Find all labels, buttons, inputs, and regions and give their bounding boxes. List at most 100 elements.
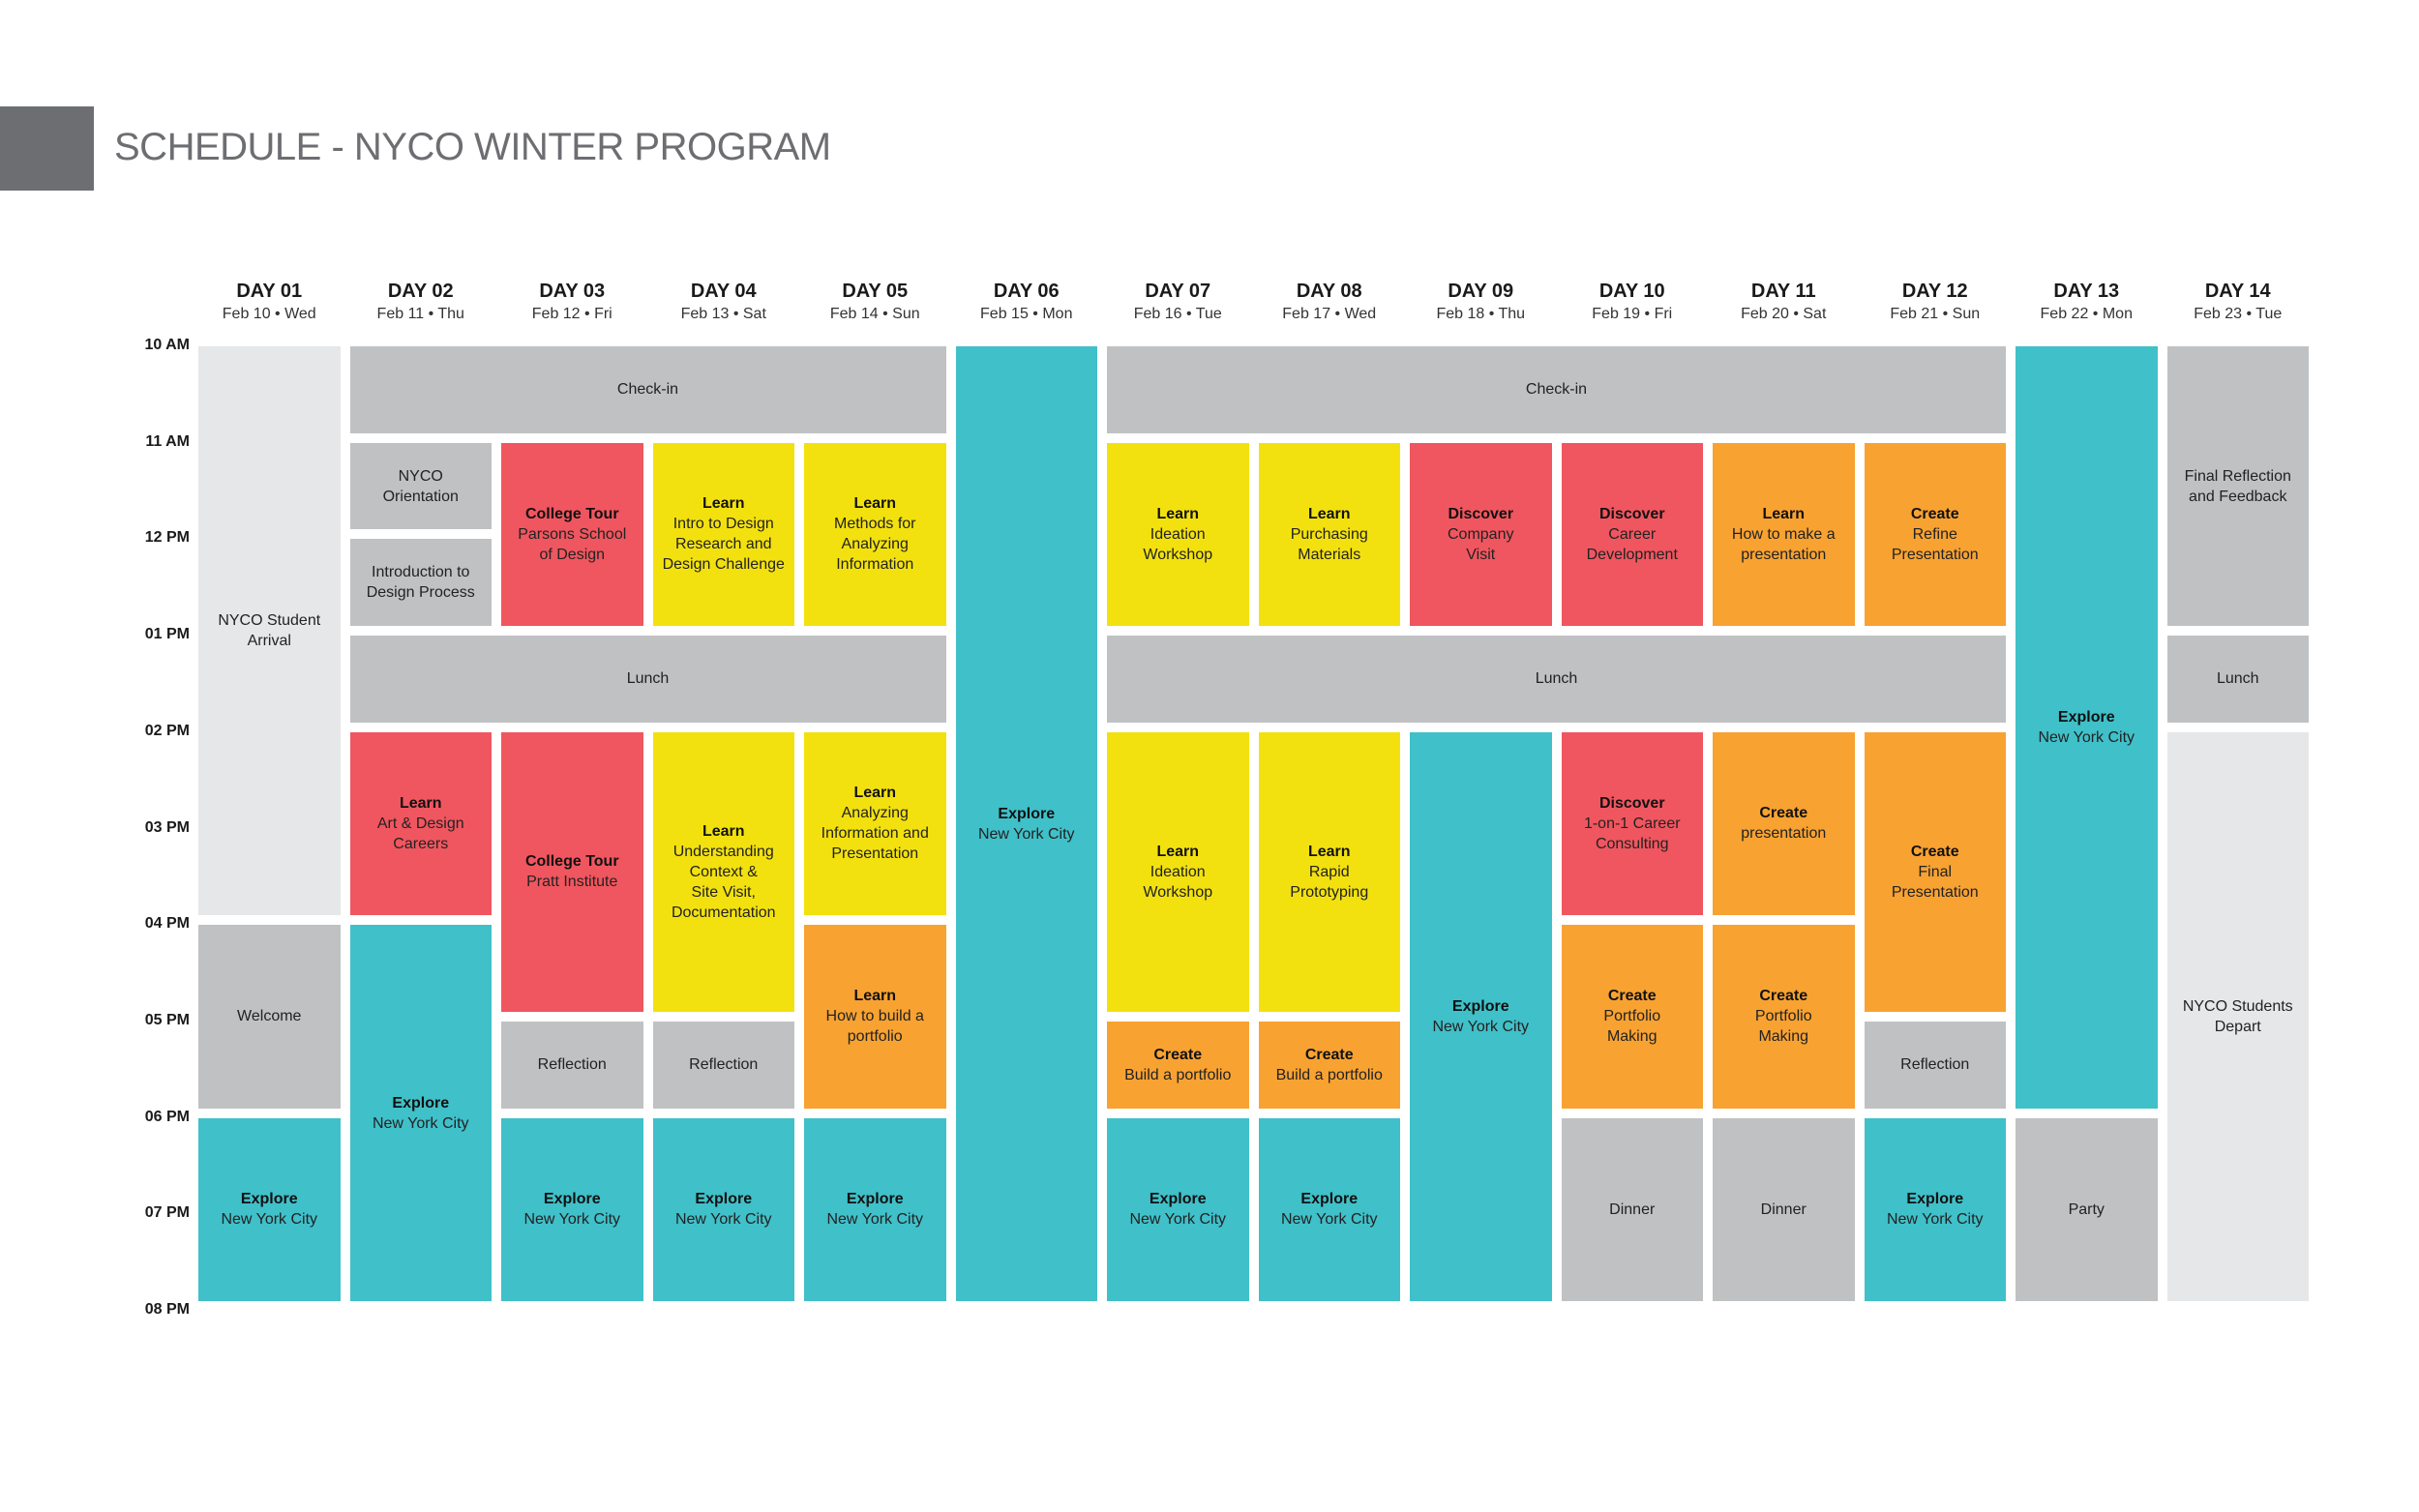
event-description: New York City bbox=[1432, 1018, 1530, 1035]
event-description: New York City bbox=[372, 1114, 469, 1132]
event-description: Dinner bbox=[1760, 1201, 1807, 1218]
schedule-event[interactable]: NYCO Student Arrival bbox=[198, 346, 341, 916]
schedule-event[interactable]: Create Final Presentation bbox=[1864, 731, 2006, 1012]
day-date: Feb 13 • Sat bbox=[680, 306, 766, 322]
schedule-event[interactable]: Check-in bbox=[1107, 346, 2006, 433]
schedule-event[interactable]: Reflection bbox=[501, 1021, 643, 1109]
day-date: Feb 16 • Tue bbox=[1133, 306, 1222, 322]
event-title: Discover bbox=[1448, 505, 1514, 522]
schedule-event[interactable]: Explore New York City bbox=[349, 925, 492, 1301]
day-date: Feb 14 • Sun bbox=[829, 306, 920, 322]
time-label: 08 PM bbox=[144, 1301, 190, 1318]
schedule-event[interactable]: Reflection bbox=[652, 1021, 794, 1109]
event-description: presentation bbox=[1741, 825, 1827, 843]
event-description: Purchasing Materials bbox=[1290, 525, 1368, 563]
schedule-event[interactable]: Discover 1-on-1 Career Consulting bbox=[1561, 731, 1703, 916]
schedule-event[interactable]: Learn How to make a presentation bbox=[1713, 442, 1855, 627]
schedule-event[interactable]: College Tour Pratt Institute bbox=[501, 731, 643, 1012]
day-header: DAY 10 Feb 19 • Fri bbox=[1561, 279, 1704, 325]
schedule-event[interactable]: Explore New York City bbox=[1410, 731, 1552, 1301]
schedule-event[interactable]: NYCO Orientation bbox=[349, 442, 492, 530]
day-header: DAY 08 Feb 17 • Wed bbox=[1258, 279, 1401, 325]
schedule-event[interactable]: Reflection bbox=[1864, 1021, 2006, 1109]
schedule-event[interactable]: Explore New York City bbox=[2016, 346, 2158, 1109]
schedule-event[interactable]: Learn Art & Design Careers bbox=[349, 731, 492, 916]
event-title: Explore bbox=[1149, 1191, 1207, 1208]
schedule-event[interactable]: Discover Company Visit bbox=[1410, 442, 1552, 627]
event-description: Final Reflection and Feedback bbox=[2184, 467, 2291, 505]
event-title: Explore bbox=[695, 1191, 753, 1208]
schedule-event[interactable]: Create presentation bbox=[1713, 731, 1855, 916]
day-label: DAY 02 bbox=[387, 281, 454, 302]
event-title: Explore bbox=[1906, 1191, 1964, 1208]
event-description: Art & Design Careers bbox=[376, 815, 464, 852]
event-description: New York City bbox=[1129, 1211, 1227, 1229]
event-title: Learn bbox=[853, 785, 897, 802]
time-label: 12 PM bbox=[144, 529, 190, 547]
day-header: DAY 07 Feb 16 • Tue bbox=[1106, 279, 1249, 325]
schedule-event[interactable]: Introduction to Design Process bbox=[349, 539, 492, 627]
schedule-event[interactable]: Explore New York City bbox=[804, 1117, 946, 1301]
day-label: DAY 10 bbox=[1598, 281, 1665, 302]
schedule-event[interactable]: Learn Analyzing Information and Presentat… bbox=[804, 731, 946, 916]
schedule-event[interactable]: Discover Career Development bbox=[1561, 442, 1703, 627]
day-label: DAY 13 bbox=[2053, 281, 2120, 302]
schedule-event[interactable]: Explore New York City bbox=[955, 346, 1097, 1301]
schedule-event[interactable]: Explore New York City bbox=[501, 1117, 643, 1301]
schedule-event[interactable]: Lunch bbox=[349, 636, 946, 723]
schedule-event[interactable]: College Tour Parsons School of Design bbox=[501, 442, 643, 627]
schedule-event[interactable]: Explore New York City bbox=[1864, 1117, 2006, 1301]
schedule-event[interactable]: NYCO Students Depart bbox=[2166, 731, 2309, 1301]
schedule-event[interactable]: Explore New York City bbox=[652, 1117, 794, 1301]
event-title: Explore bbox=[998, 805, 1056, 822]
schedule-event[interactable]: Learn Ideation Workshop bbox=[1107, 442, 1249, 627]
schedule-event[interactable]: Learn Ideation Workshop bbox=[1107, 731, 1249, 1012]
event-description: Ideation Workshop bbox=[1143, 525, 1213, 563]
day-label: DAY 06 bbox=[993, 281, 1060, 302]
time-label: 07 PM bbox=[144, 1204, 190, 1222]
event-description: Reflection bbox=[1900, 1056, 1970, 1074]
schedule-event[interactable]: Create Portfolio Making bbox=[1713, 925, 1855, 1109]
day-label: DAY 09 bbox=[1448, 281, 1514, 302]
schedule-event[interactable]: Create Refine Presentation bbox=[1864, 442, 2006, 627]
event-description: New York City bbox=[1280, 1211, 1378, 1229]
schedule-event[interactable]: Final Reflection and Feedback bbox=[2166, 346, 2309, 627]
event-title: Explore bbox=[543, 1191, 601, 1208]
event-title: Learn bbox=[702, 822, 745, 840]
schedule-event[interactable]: Create Build a portfolio bbox=[1258, 1021, 1400, 1109]
schedule-event[interactable]: Lunch bbox=[2166, 636, 2309, 723]
event-description: Ideation Workshop bbox=[1143, 863, 1213, 901]
event-title: Create bbox=[1153, 1046, 1203, 1063]
event-description: Parsons School of Design bbox=[518, 525, 627, 563]
time-label: 01 PM bbox=[144, 626, 190, 643]
schedule-event[interactable]: Create Build a portfolio bbox=[1107, 1021, 1249, 1109]
event-description: NYCO Students Depart bbox=[2182, 997, 2293, 1035]
schedule-event[interactable]: Learn Rapid Prototyping bbox=[1258, 731, 1400, 1012]
schedule-event[interactable]: Learn Methods for Analyzing Information bbox=[804, 442, 946, 627]
day-label: DAY 11 bbox=[1750, 281, 1816, 302]
schedule-event[interactable]: Lunch bbox=[1107, 636, 2006, 723]
schedule-event[interactable]: Party bbox=[2016, 1117, 2158, 1301]
time-label: 02 PM bbox=[144, 722, 190, 739]
event-title: Learn bbox=[399, 794, 442, 812]
schedule-event[interactable]: Dinner bbox=[1561, 1117, 1703, 1301]
schedule-event[interactable]: Check-in bbox=[349, 346, 946, 433]
schedule-event[interactable]: Learn How to build a portfolio bbox=[804, 925, 946, 1109]
event-title: Learn bbox=[853, 495, 897, 513]
day-date: Feb 15 • Mon bbox=[980, 306, 1073, 322]
event-description: Reflection bbox=[689, 1056, 759, 1074]
schedule-event[interactable]: Learn Purchasing Materials bbox=[1258, 442, 1400, 627]
schedule-event[interactable]: Explore New York City bbox=[1107, 1117, 1249, 1301]
schedule-event[interactable]: Explore New York City bbox=[198, 1117, 341, 1301]
page-title: SCHEDULE - NYCO WINTER PROGRAM bbox=[114, 126, 831, 168]
schedule-event[interactable]: Learn Intro to Design Research and Design… bbox=[652, 442, 794, 627]
event-description: New York City bbox=[674, 1211, 772, 1229]
schedule-event[interactable]: Explore New York City bbox=[1258, 1117, 1400, 1301]
schedule-event[interactable]: Dinner bbox=[1713, 1117, 1855, 1301]
schedule-event[interactable]: Learn Understanding Context & Site Visit,… bbox=[652, 731, 794, 1012]
schedule-event[interactable]: Welcome bbox=[198, 925, 341, 1109]
event-description: Analyzing Information and Presentation bbox=[821, 805, 929, 863]
day-date: Feb 22 • Mon bbox=[2040, 306, 2133, 322]
schedule-event[interactable]: Create Portfolio Making bbox=[1561, 925, 1703, 1109]
